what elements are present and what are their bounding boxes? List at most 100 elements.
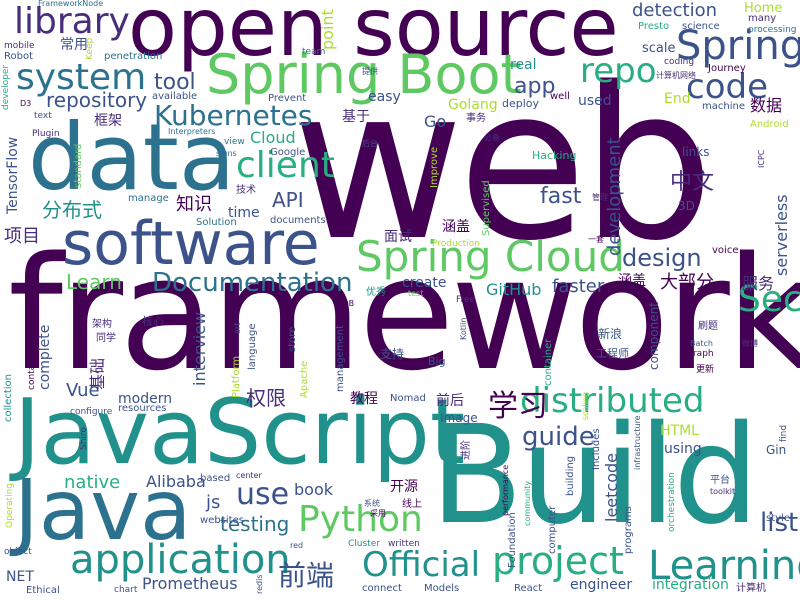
word-list: list: [760, 508, 799, 538]
word-journey: Journey: [708, 63, 746, 74]
word-testing: testing: [220, 512, 290, 536]
word-management: management: [335, 325, 346, 392]
word-hexin: 核心: [142, 315, 164, 328]
word-community: community: [523, 480, 532, 526]
word-pingtai: 平台: [710, 475, 730, 486]
word-repository: repository: [46, 88, 148, 112]
word-real: real: [510, 57, 537, 73]
word-html: HTML: [660, 423, 699, 439]
word-tool: tool: [154, 70, 196, 95]
word-threed: 3D: [678, 199, 695, 213]
word-connect: connect: [362, 583, 402, 594]
word-production: Production: [432, 239, 480, 249]
word-store: store: [287, 326, 298, 352]
word-client: client: [236, 145, 335, 186]
word-fuwu: 服务: [742, 274, 775, 293]
word-jinjie: 进阶: [461, 440, 472, 460]
word-javascript: JavaScript: [14, 380, 466, 485]
word-java: Java: [14, 461, 192, 559]
word-qianhou: 前后: [436, 393, 464, 409]
word-text: text: [34, 111, 52, 121]
word-go: Go: [424, 112, 447, 131]
word-used: used: [578, 93, 612, 109]
word-d3: D3: [20, 99, 32, 108]
word-robot: Robot: [4, 51, 34, 62]
word-chart: chart: [114, 585, 138, 595]
word-kaiyuan: 开源: [390, 479, 418, 495]
word-hacking: Hacking: [532, 149, 577, 162]
word-container: container: [543, 338, 554, 386]
word-well: well: [550, 91, 570, 102]
word-interview: interview: [190, 311, 209, 386]
word-many: many: [748, 13, 777, 24]
word-app: app: [514, 74, 556, 99]
word-youxiu: 优秀: [366, 287, 386, 298]
word-kotlin: Kotlin: [459, 317, 468, 340]
word-graph: Graph: [686, 349, 714, 359]
word-resources: resources: [118, 403, 167, 414]
word-complete: complete: [37, 324, 53, 390]
word-solution: Solution: [196, 217, 237, 228]
word-end: End: [664, 91, 691, 107]
word-redis: redis: [255, 574, 264, 594]
word-infrastructure: infrastructure: [633, 415, 642, 470]
word-standard: standard: [73, 143, 84, 188]
word-keep: Keep: [85, 37, 95, 60]
word-configure: configure: [70, 407, 113, 417]
word-mianshi: 面试: [384, 229, 412, 245]
word-guanli: 管理: [592, 193, 608, 202]
word-houtai: 后台: [362, 139, 378, 148]
word-xitong: 系统: [364, 499, 380, 508]
word-create: create: [402, 275, 447, 291]
word-guide: guide: [522, 422, 595, 452]
word-official: Official: [362, 545, 481, 585]
word-object: object: [4, 547, 32, 557]
word-performance: performance: [501, 464, 510, 516]
word-deploy: deploy: [502, 97, 540, 110]
word-code: code: [686, 67, 768, 107]
word-qianduan: 前端: [278, 559, 335, 592]
word-bibei: 必备: [484, 133, 500, 142]
word-integration: integration: [652, 577, 729, 593]
word-machine: machine: [702, 101, 745, 112]
word-native: native: [64, 472, 121, 493]
word-red: red: [290, 541, 304, 550]
word-home: Home: [744, 1, 783, 16]
word-free: Free: [456, 295, 476, 305]
word-fast: fast: [540, 184, 582, 209]
word-image: Image: [440, 411, 478, 425]
word-library: library: [14, 1, 130, 42]
word-programs: programs: [623, 506, 634, 554]
word-modern: modern: [118, 391, 173, 407]
word-book: book: [294, 480, 333, 499]
word-penetration: penetration: [104, 51, 163, 62]
word-project: project: [492, 539, 624, 583]
word-written: written: [388, 539, 420, 549]
word-spring-cloud: Spring Cloud: [356, 232, 625, 281]
word-spring: Spring: [676, 23, 800, 69]
word-design: design: [622, 244, 702, 272]
word-component: component: [647, 302, 661, 370]
word-open-source: open source: [128, 0, 619, 74]
word-tigong: 提供: [362, 67, 378, 76]
word-prometheus: Prometheus: [142, 574, 238, 593]
word-caiyong: 采用: [370, 509, 386, 518]
word-dabufen: 大部分: [660, 272, 714, 293]
word-operating: Operating: [5, 483, 15, 528]
word-repo: repo: [580, 51, 657, 91]
word-based: based: [200, 473, 231, 484]
word-android: Android: [750, 119, 789, 130]
word-collection: collection: [3, 374, 14, 422]
word-containerized: containerized: [27, 328, 37, 390]
word-using: using: [664, 441, 702, 457]
word-data: data: [28, 104, 236, 211]
word-foundation: Foundation: [507, 512, 518, 568]
word-kubernetes: Kubernetes: [154, 99, 313, 132]
word-system: system: [16, 57, 147, 98]
word-jisuanjiwangluo: 计算机网络: [656, 71, 696, 80]
word-available: available: [152, 91, 198, 102]
word-weibo: 微博: [742, 339, 758, 348]
word-shuju: 数据: [750, 96, 783, 115]
word-build: Build: [430, 397, 759, 555]
